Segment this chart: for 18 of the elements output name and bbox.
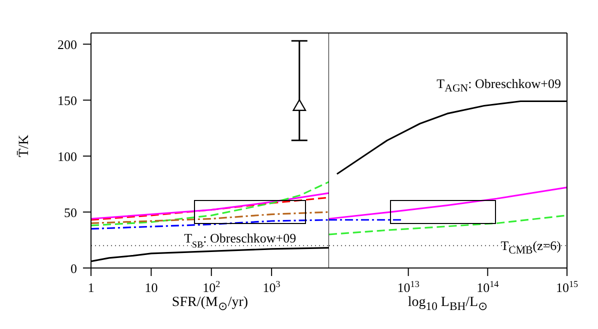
x-tick-label: 10$^{2}$	[202, 279, 221, 295]
annotation: T$_{CMB}$(z=6)	[500, 238, 561, 257]
x-axis-title: log$_{10}$ L$_{BH}$/L$_{⊙}$	[406, 295, 490, 313]
y-tick-label: 150	[58, 93, 77, 108]
y-tick-label: 100	[58, 149, 77, 164]
annotation: T$_{AGN}$: Obreschkow+09	[436, 76, 561, 95]
y-tick-label: 0	[70, 261, 77, 276]
x-tick-label: 1	[88, 280, 94, 295]
x-tick-label: 10$^{3}$	[262, 279, 281, 295]
x-axis-title: SFR/(M$_{⊙}$/yr)	[170, 295, 250, 313]
x-tick-label: 10$^{13}$	[397, 279, 420, 295]
x-tick-label: 10	[144, 280, 158, 295]
y-axis-title: T̄/K	[17, 134, 33, 160]
y-tick-label: 50	[64, 205, 77, 220]
annotation: T$_{SB}$: Obreschkow+09	[184, 230, 296, 250]
x-tick-label: 10$^{15}$	[556, 279, 578, 295]
y-tick-label: 200	[58, 37, 77, 52]
x-tick-label: 10$^{14}$	[476, 279, 500, 295]
